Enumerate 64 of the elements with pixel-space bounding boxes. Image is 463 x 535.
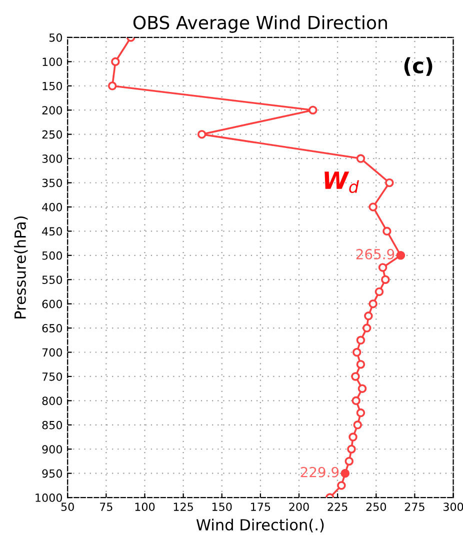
y-tick-label: 50 — [49, 33, 62, 42]
annotation: 265.9 — [356, 248, 394, 260]
point — [308, 106, 318, 114]
point — [362, 324, 372, 332]
annotation: W$_{d}$ — [324, 172, 359, 193]
chart-title: OBS Average Wind Direction — [133, 15, 387, 33]
point — [368, 202, 378, 212]
point — [356, 336, 366, 345]
point — [352, 396, 360, 406]
y-tick-label: 750 — [42, 372, 62, 381]
x-tick-label: 50 — [61, 502, 74, 512]
y-tick-label: 850 — [42, 420, 62, 430]
y-tick-label: 650 — [42, 324, 62, 332]
point — [364, 312, 373, 320]
point — [385, 178, 394, 188]
y-tick-label: 600 — [42, 300, 62, 308]
x-tick-label: 175 — [251, 502, 270, 512]
x-tick-label: 300 — [444, 502, 463, 512]
x-tick-label: 275 — [404, 502, 424, 512]
x-tick-label: 75 — [100, 502, 112, 512]
point — [356, 360, 366, 369]
y-tick-label: 700 — [42, 348, 62, 357]
point — [358, 384, 367, 393]
x-tick-label: 125 — [174, 502, 193, 512]
y-tick-label: 350 — [42, 178, 62, 188]
x-tick-label: 150 — [212, 502, 232, 512]
y-tick-label: 200 — [42, 106, 62, 114]
point — [374, 287, 384, 296]
point — [344, 456, 354, 466]
point — [382, 226, 392, 236]
annotation: 229.9 — [300, 466, 339, 478]
point — [347, 444, 356, 454]
point — [348, 432, 358, 442]
x-tick-label: 225 — [328, 502, 348, 512]
point — [356, 408, 366, 418]
point — [368, 299, 378, 308]
y-tick-label: 550 — [42, 276, 62, 284]
y-tick-label: 100 — [42, 58, 62, 66]
y-tick-label: 900 — [42, 445, 62, 454]
annotation: (c) — [404, 57, 432, 76]
x-tick-label: 100 — [135, 502, 155, 512]
y-tick-label: 800 — [42, 396, 62, 406]
point — [356, 154, 366, 163]
x-tick-label: 200 — [289, 502, 309, 512]
y-tick-label: 250 — [42, 130, 62, 139]
x-tick-label: 250 — [366, 502, 386, 512]
point — [111, 57, 120, 66]
y-axis-title: Pressure(hPa) — [14, 216, 28, 318]
point — [353, 420, 362, 430]
point — [352, 348, 362, 357]
y-tick-label: 450 — [42, 227, 62, 236]
point — [197, 130, 206, 139]
y-tick-label: 400 — [42, 202, 62, 212]
point — [381, 275, 390, 284]
y-tick-label: 500 — [42, 251, 62, 260]
y-tick-label: 300 — [42, 154, 62, 163]
y-tick-label: 950 — [42, 469, 62, 478]
point — [337, 481, 346, 490]
y-tick-label: 1000 — [36, 494, 62, 502]
x-axis-title: Wind Direction(.) — [196, 518, 324, 532]
y-tick-label: 150 — [42, 82, 62, 90]
point — [351, 372, 360, 381]
point — [378, 263, 388, 272]
point — [108, 82, 117, 90]
